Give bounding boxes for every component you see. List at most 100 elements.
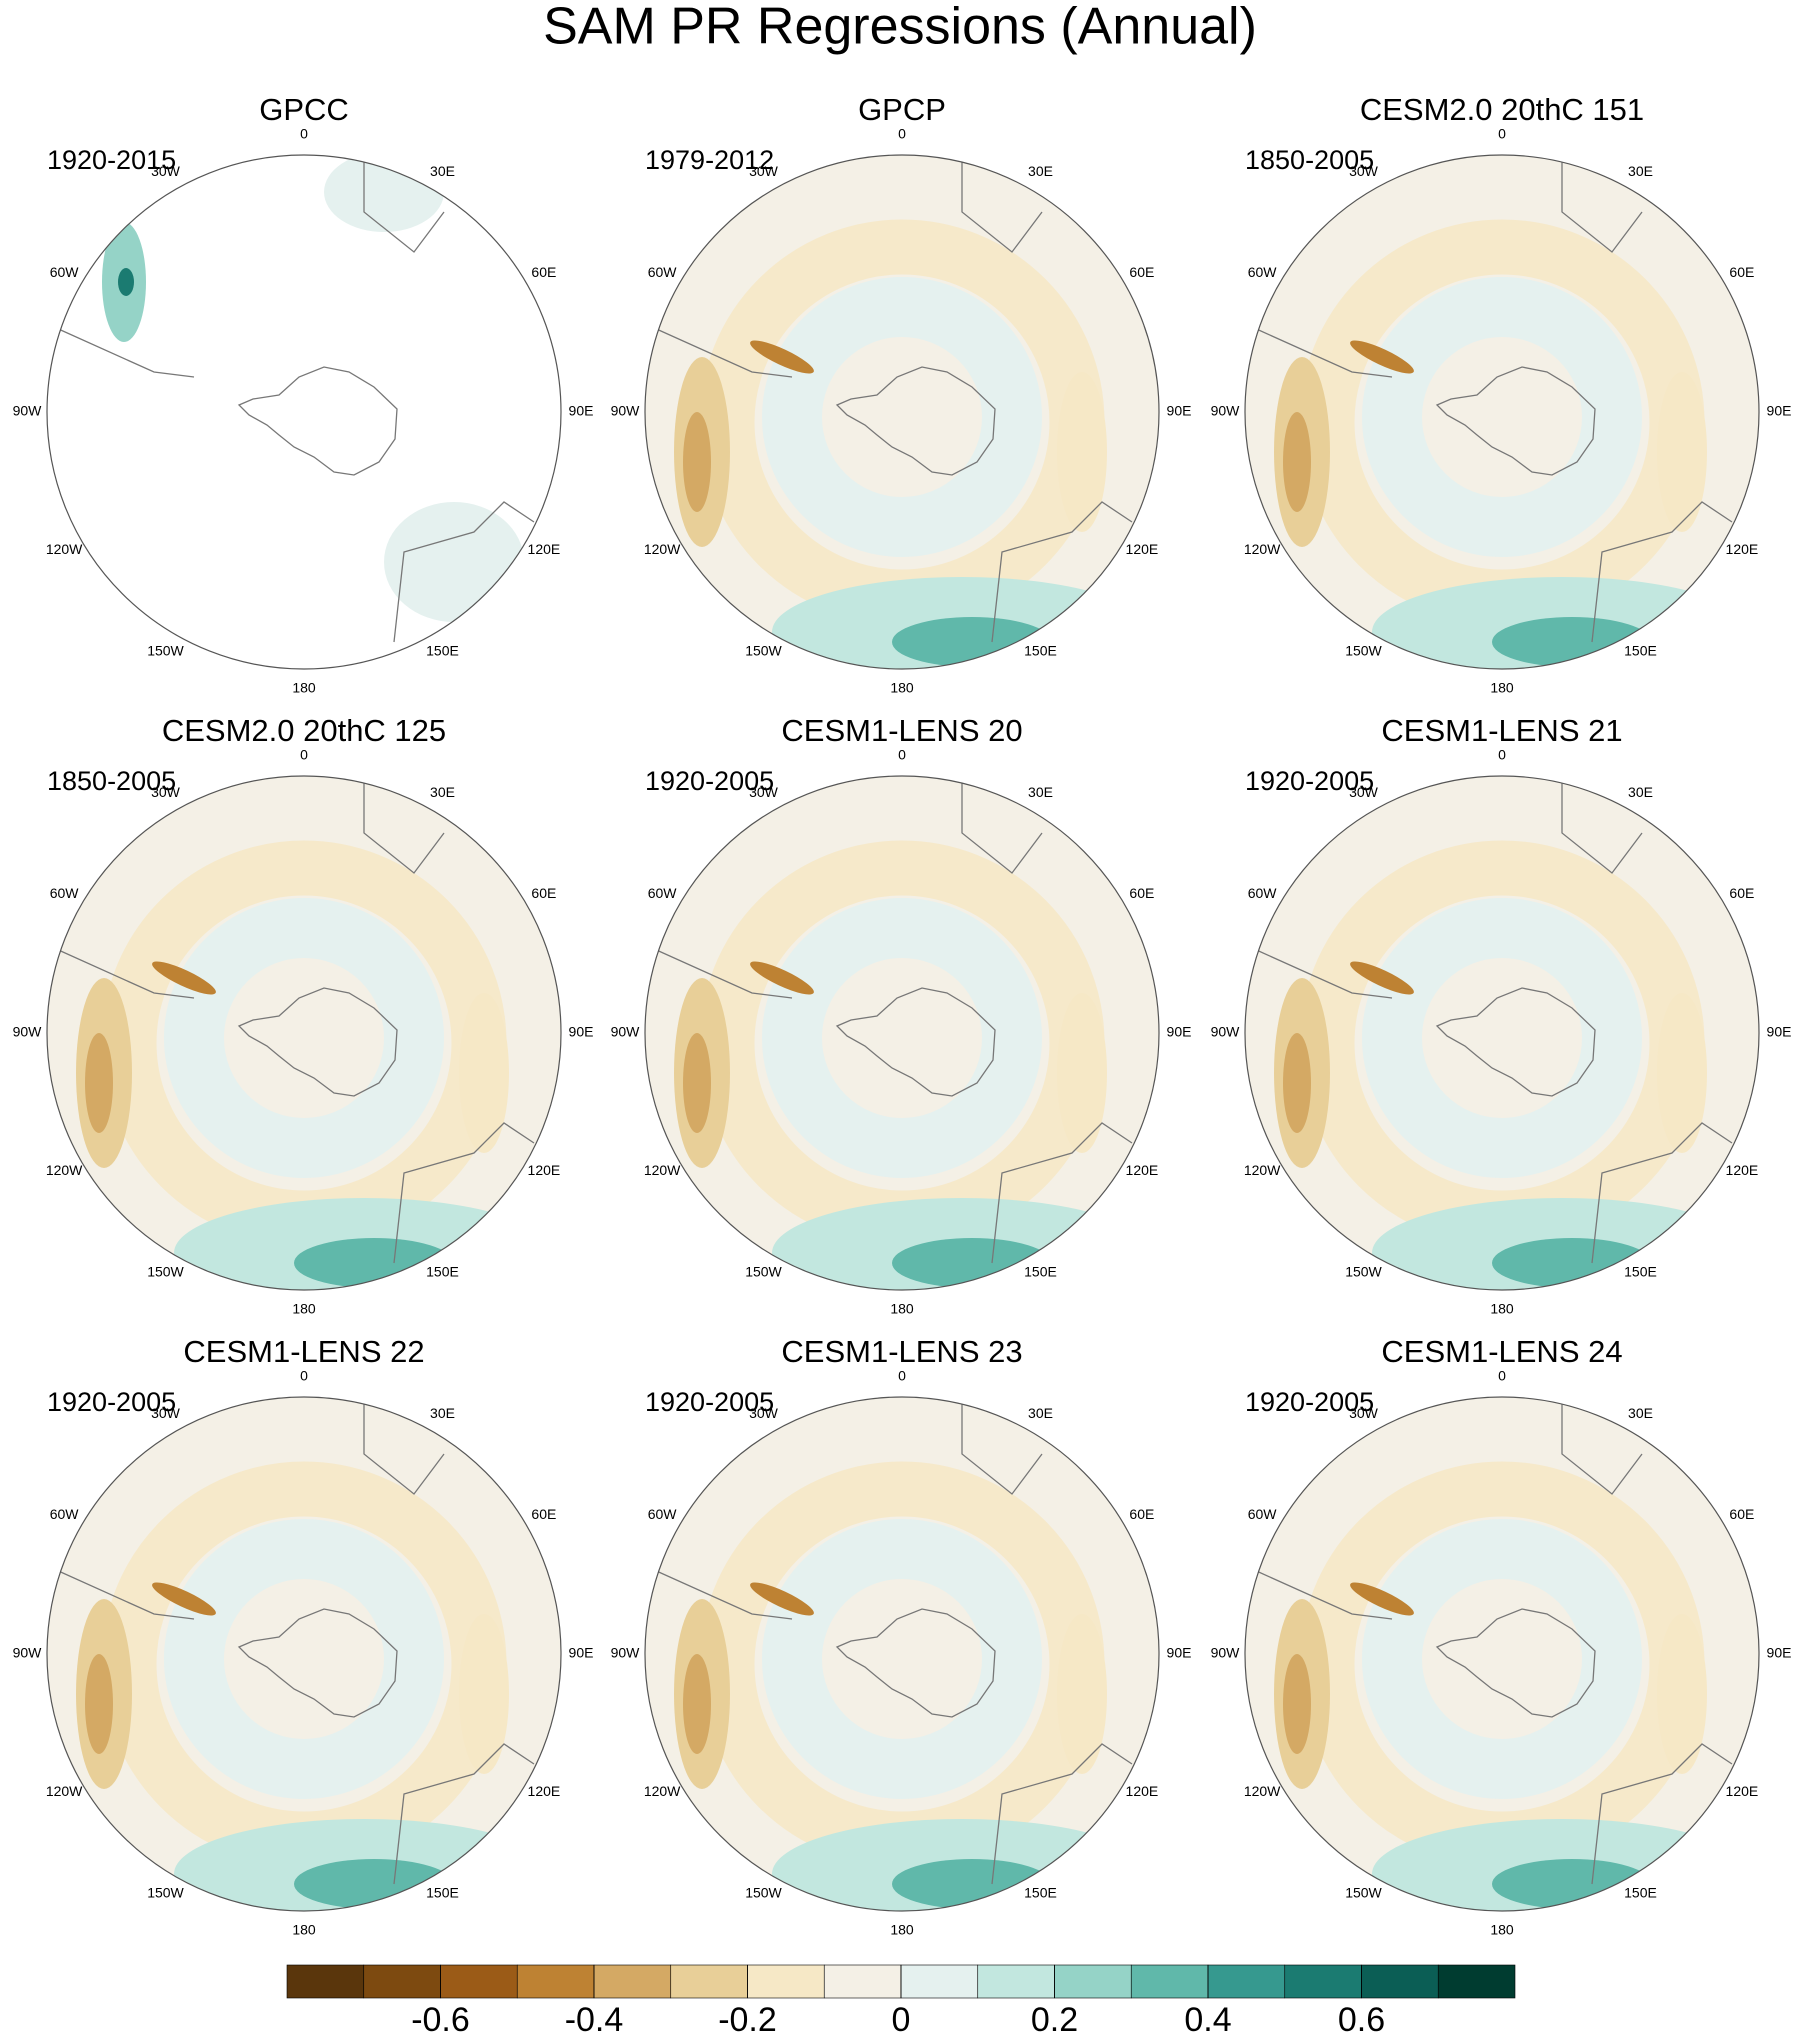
lon-label: 180 — [1490, 1301, 1514, 1317]
lon-label: 30W — [749, 163, 779, 179]
colorbar-box — [747, 1964, 825, 1999]
lon-label: 90W — [611, 1645, 641, 1661]
lon-label: 30W — [1349, 784, 1379, 800]
coastline — [1591, 501, 1733, 643]
coastline — [237, 366, 398, 476]
lon-label: 150E — [1624, 1264, 1657, 1280]
lon-label: 120E — [1726, 541, 1759, 557]
lon-label: 90E — [1767, 1645, 1792, 1661]
lon-label: 60W — [1248, 1506, 1278, 1522]
lon-label: 180 — [890, 680, 914, 696]
panel-period: 1920-2005 — [1245, 766, 1374, 796]
coastline — [363, 776, 445, 874]
lon-label: 60E — [1729, 1506, 1754, 1522]
lon-label: 0 — [1498, 1368, 1506, 1384]
field-blob — [324, 155, 444, 232]
lon-label: 0 — [300, 1368, 308, 1384]
field-ring — [1362, 277, 1642, 557]
map-field — [47, 776, 561, 1290]
coastline — [1435, 366, 1596, 476]
coastline — [1435, 987, 1596, 1097]
lon-label: 60W — [50, 1506, 80, 1522]
lon-label: 30W — [151, 163, 181, 179]
map-panel: CESM2.0 20thC 125 1850-2005 0 30E 60E 90E 120E… — [13, 713, 594, 1317]
map-field — [1245, 1397, 1759, 1911]
map-border — [644, 1396, 1160, 1912]
lon-label: 150W — [1345, 1885, 1382, 1901]
field-blob — [384, 502, 524, 622]
field-ring — [164, 1519, 444, 1799]
coastline — [991, 501, 1133, 643]
lon-label: 60E — [1129, 1506, 1154, 1522]
lon-label: 150W — [1345, 643, 1382, 659]
coastline — [237, 987, 398, 1097]
map-field — [47, 1397, 561, 1911]
lon-label: 120E — [1126, 541, 1159, 557]
lon-label: 30E — [430, 163, 455, 179]
lon-label: 90W — [1211, 403, 1241, 419]
field-blob — [750, 340, 814, 374]
coastline — [1251, 1568, 1393, 1620]
lon-label: 120E — [1126, 1162, 1159, 1178]
colorbar-box — [1054, 1964, 1132, 1999]
colorbar-tick-label: 0.6 — [1338, 2001, 1385, 2039]
panel-period: 1850-2005 — [1245, 145, 1374, 175]
colorbar-tick-label: 0 — [892, 2001, 911, 2039]
panel-title: CESM1-LENS 20 — [781, 713, 1022, 748]
field-ring — [1362, 1519, 1642, 1799]
lon-label: 0 — [1498, 747, 1506, 763]
panel-title: GPCP — [858, 92, 946, 127]
lon-label: 150E — [1624, 1885, 1657, 1901]
lon-label: 150W — [745, 1885, 782, 1901]
coastline — [53, 1568, 195, 1620]
lon-label: 30W — [151, 1405, 181, 1421]
coastline — [237, 1608, 398, 1718]
colorbar-box — [363, 1964, 441, 1999]
lon-label: 150E — [426, 643, 459, 659]
lon-label: 180 — [1490, 680, 1514, 696]
coastline — [961, 1397, 1043, 1495]
lon-label: 60W — [648, 885, 678, 901]
panel-title: CESM1-LENS 22 — [183, 1334, 424, 1369]
field-blob — [1057, 1614, 1107, 1774]
map-border — [1244, 775, 1760, 1291]
coastline — [1251, 947, 1393, 999]
lon-label: 30E — [1628, 1405, 1653, 1421]
panel-period: 1920-2015 — [47, 145, 176, 175]
colorbar-box — [900, 1964, 979, 1999]
lon-label: 150E — [426, 1885, 459, 1901]
lon-label: 120E — [1726, 1783, 1759, 1799]
field-blob — [1350, 961, 1414, 995]
field-blob — [118, 268, 134, 296]
coastline — [1591, 1743, 1733, 1885]
lon-label: 150W — [147, 643, 184, 659]
panel-title: CESM1-LENS 23 — [781, 1334, 1022, 1369]
coastline — [835, 1608, 996, 1718]
map-border — [644, 775, 1160, 1291]
map-field — [1245, 155, 1759, 669]
lon-label: 180 — [292, 680, 316, 696]
lon-label: 150W — [1345, 1264, 1382, 1280]
field-blob — [1283, 412, 1311, 512]
lon-label: 30W — [749, 784, 779, 800]
lon-label: 30E — [1628, 163, 1653, 179]
coastline — [835, 366, 996, 476]
field-blob — [750, 961, 814, 995]
lon-label: 90E — [1167, 1645, 1192, 1661]
coastline — [961, 776, 1043, 874]
lon-label: 150E — [1024, 1264, 1057, 1280]
lon-label: 150E — [1624, 643, 1657, 659]
map-field — [645, 155, 1159, 669]
lon-label: 30W — [1349, 163, 1379, 179]
coastline — [1561, 155, 1643, 253]
lon-label: 150E — [1024, 643, 1057, 659]
lon-label: 120W — [46, 1162, 83, 1178]
lon-label: 120E — [1726, 1162, 1759, 1178]
field-blob — [683, 412, 711, 512]
panel-period: 1920-2005 — [1245, 1387, 1374, 1417]
panel-title: CESM2.0 20thC 125 — [162, 713, 446, 748]
lon-label: 60W — [1248, 885, 1278, 901]
lon-label: 60E — [531, 885, 556, 901]
